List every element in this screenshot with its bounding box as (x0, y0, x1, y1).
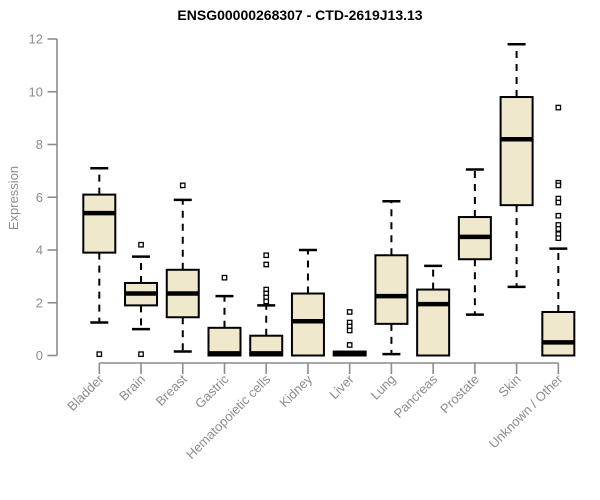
x-tick-label-brain: Brain (116, 372, 148, 404)
outlier-point (263, 252, 270, 259)
x-tick-label-kidney: Kidney (276, 371, 315, 410)
iqr-box (82, 193, 117, 254)
outlier-point (138, 351, 144, 358)
box-pancreas (416, 264, 451, 357)
outlier-point (221, 274, 228, 281)
y-tick-label: 10 (29, 84, 43, 99)
y-tick-label: 0 (36, 348, 43, 363)
box-unknown-other (541, 104, 576, 357)
x-tick-label-breast: Breast (153, 371, 190, 408)
box-gastric (207, 274, 242, 357)
outlier-point (179, 182, 186, 189)
y-tick-label: 6 (36, 190, 43, 205)
box-breast (165, 182, 200, 353)
outlier-point (263, 298, 270, 305)
x-tick-label-bladder: Bladder (64, 371, 107, 414)
outlier-point (346, 342, 353, 348)
y-tick-label: 12 (29, 32, 43, 47)
box-hematopoietic-cells (249, 252, 284, 357)
chart-title: ENSG00000268307 - CTD-2619J13.13 (177, 7, 423, 23)
box-liver (332, 309, 367, 357)
box-lung (374, 199, 409, 356)
x-tick-label-unknown-other: Unknown / Other (486, 371, 566, 451)
outlier-point (138, 241, 144, 248)
outlier-point (346, 309, 353, 315)
x-tick-label-skin: Skin (495, 372, 523, 400)
x-tick-label-prostate: Prostate (437, 372, 482, 417)
outlier-point (555, 212, 562, 219)
iqr-box (416, 288, 451, 357)
iqr-box (374, 254, 409, 325)
box-kidney (290, 248, 325, 357)
x-tick-label-gastric: Gastric (192, 371, 232, 411)
outlier-point (555, 226, 562, 232)
x-tick-label-liver: Liver (326, 371, 357, 402)
outlier-point (555, 235, 562, 241)
outlier-point (555, 199, 562, 206)
outlier-point (263, 261, 270, 268)
iqr-box (541, 310, 576, 357)
x-tick-label-lung: Lung (367, 372, 398, 403)
box-prostate (457, 168, 492, 316)
y-tick-label: 4 (36, 243, 43, 258)
box-skin (499, 43, 534, 289)
outlier-point (555, 182, 562, 189)
y-axis: 0 2 4 6 8 10 12 (29, 32, 58, 363)
box-bladder (82, 166, 117, 358)
iqr-box (290, 292, 325, 357)
y-tick-label: 8 (36, 137, 43, 152)
box-brain (124, 241, 159, 358)
outlier-point (96, 351, 103, 358)
y-tick-label: 2 (36, 295, 43, 310)
outlier-point (555, 104, 562, 111)
x-tick-label-pancreas: Pancreas (391, 371, 441, 421)
outlier-point (346, 327, 353, 334)
iqr-box (499, 96, 534, 207)
